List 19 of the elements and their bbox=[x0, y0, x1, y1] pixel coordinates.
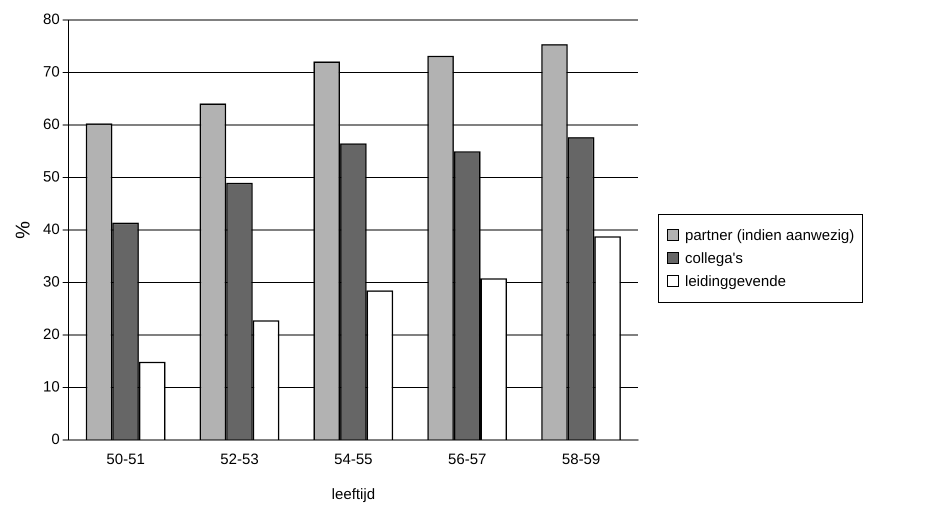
x-axis-title: leeftijd bbox=[332, 486, 376, 504]
y-tick-label: 10 bbox=[42, 378, 60, 396]
y-tick-label: 20 bbox=[42, 326, 60, 344]
legend-label: collega's bbox=[685, 250, 743, 266]
x-tick-label: 54-55 bbox=[334, 451, 373, 468]
x-tick-label: 58-59 bbox=[562, 451, 600, 468]
y-tick-label: 30 bbox=[42, 274, 60, 291]
x-tick-label: 50-51 bbox=[106, 451, 145, 468]
y-tick-label: 70 bbox=[42, 64, 60, 81]
y-tick-label: 40 bbox=[42, 221, 60, 238]
x-tick-label: 52-53 bbox=[220, 451, 259, 468]
y-tick-label: 0 bbox=[51, 431, 60, 448]
y-axis-title: % bbox=[12, 220, 35, 239]
text: leidinggevende bbox=[685, 272, 786, 290]
y-tick-label: 50 bbox=[42, 168, 60, 186]
y-tick-label: 60 bbox=[42, 116, 60, 134]
y-tick-label: 80 bbox=[42, 11, 60, 28]
legend-label: partner (indien aanwezig) bbox=[685, 226, 854, 244]
x-tick-label: 56-57 bbox=[448, 451, 486, 468]
